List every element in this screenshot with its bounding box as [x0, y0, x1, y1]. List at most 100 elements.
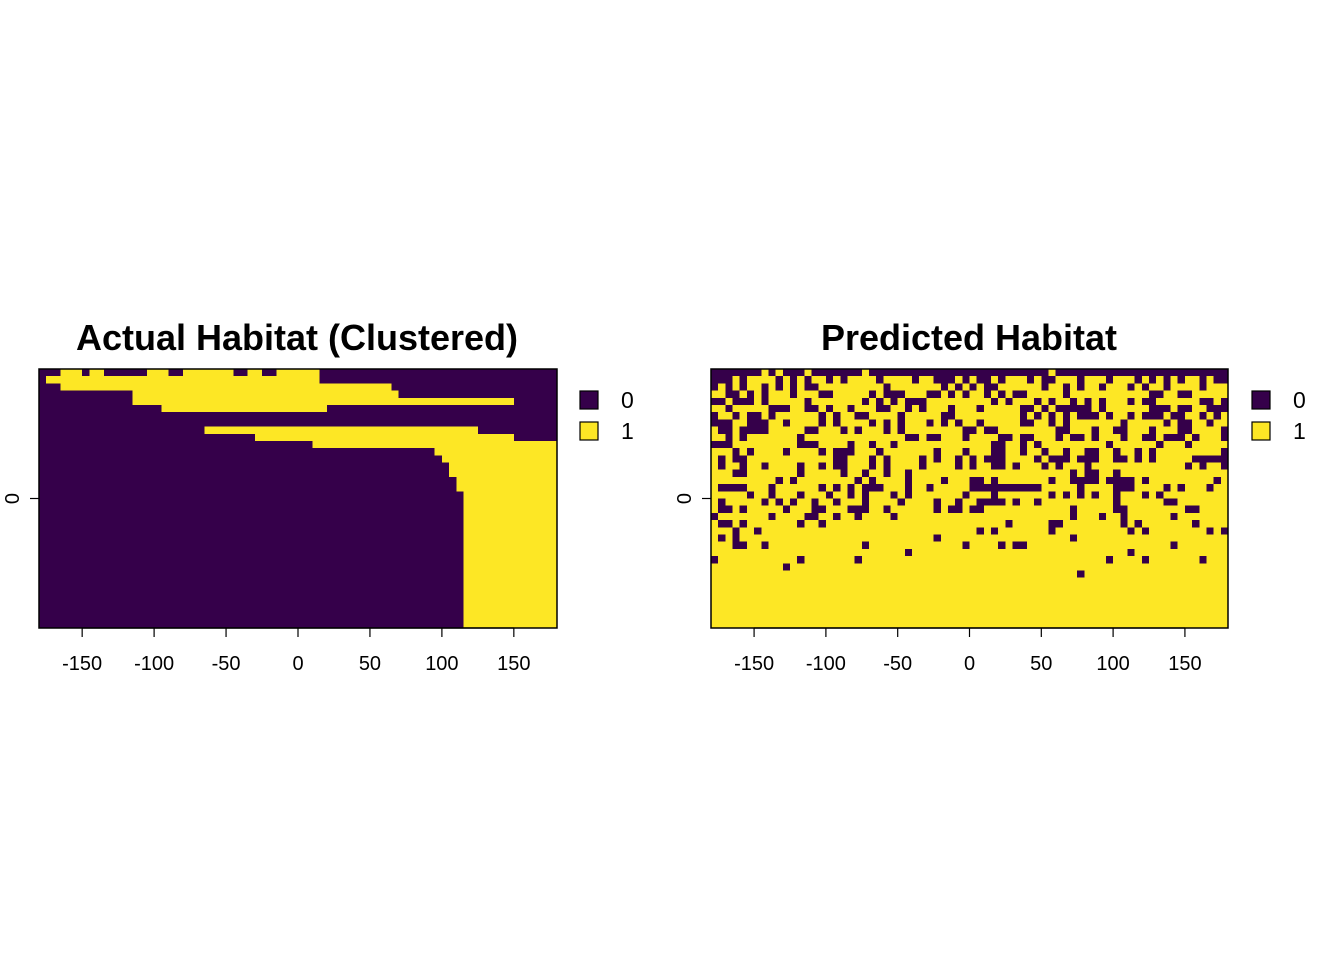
raster-cell-run-0 — [883, 462, 891, 471]
raster-cell-run-0 — [1177, 426, 1193, 435]
raster-cell-run-0 — [782, 505, 791, 514]
raster-cell-run-1 — [789, 448, 820, 456]
y-axis: 0 — [674, 493, 711, 504]
raster-cell-run-1 — [463, 592, 558, 600]
raster-cell-run-1 — [876, 419, 884, 427]
raster-cell-run-0 — [854, 426, 863, 435]
raster-cell-run-1 — [1141, 520, 1193, 528]
raster-cell-run-1 — [456, 476, 558, 485]
raster-cell-run-1 — [768, 426, 805, 435]
raster-cell-run-0 — [39, 397, 133, 406]
raster-cell-run-0 — [811, 505, 827, 514]
raster-cell-run-1 — [463, 577, 558, 586]
raster-cell-run-1 — [1120, 469, 1229, 478]
raster-cell-run-0 — [761, 462, 769, 471]
raster-cell-run-1 — [861, 556, 1107, 564]
raster-cell-run-1 — [463, 584, 558, 593]
raster-cell-run-1 — [711, 592, 1229, 600]
raster-cell-run-1 — [768, 462, 798, 471]
raster-cell-run-0 — [847, 484, 856, 492]
raster-cell-run-1 — [768, 397, 805, 406]
raster-cell-run-0 — [39, 369, 61, 377]
raster-cell-run-1 — [962, 419, 978, 427]
raster-cell-run-0 — [933, 448, 942, 456]
raster-cell-run-0 — [840, 469, 848, 478]
raster-cell-run-1 — [890, 455, 920, 463]
raster-cell-run-1 — [897, 491, 906, 499]
raster-cell-run-1 — [847, 462, 870, 471]
raster-cell-run-0 — [955, 498, 963, 507]
raster-cell-run-0 — [904, 491, 913, 499]
raster-cell-run-1 — [933, 484, 970, 492]
raster-cell-run-1 — [463, 548, 558, 557]
raster-cell-run-0 — [39, 620, 464, 629]
raster-cell-run-1 — [1026, 390, 1064, 399]
raster-cell-run-0 — [969, 476, 985, 485]
raster-cell-run-0 — [883, 426, 891, 435]
raster-cell-run-1 — [1113, 376, 1136, 384]
raster-cell-run-1 — [904, 498, 934, 507]
raster-cell-run-1 — [463, 613, 558, 622]
raster-cell-run-0 — [991, 440, 1006, 449]
raster-cell-run-0 — [1005, 397, 1013, 406]
raster-cell-run-1 — [1199, 520, 1229, 528]
raster-cell-run-1 — [711, 498, 719, 507]
raster-cell-run-1 — [711, 584, 1229, 593]
raster-cell-run-0 — [1113, 498, 1121, 507]
raster-cell-run-1 — [1163, 390, 1179, 399]
raster-cell-run-1 — [718, 556, 798, 564]
raster-cell-run-0 — [754, 527, 762, 535]
raster-cell-run-1 — [840, 498, 863, 507]
raster-cell-run-1 — [1070, 419, 1121, 427]
raster-cell-run-0 — [1091, 491, 1100, 499]
x-tick-label: 150 — [497, 653, 530, 675]
raster-cell-run-0 — [1048, 419, 1057, 427]
raster-cell-run-0 — [1062, 383, 1071, 391]
raster-cell-run-1 — [711, 613, 1229, 622]
raster-cell-run-1 — [912, 484, 927, 492]
raster-cell-run-1 — [746, 541, 762, 550]
raster-cell-run-0 — [804, 376, 812, 384]
raster-cell-run-0 — [1127, 548, 1136, 557]
y-axis: 0 — [2, 493, 39, 504]
raster-cell-run-0 — [746, 412, 762, 420]
raster-cell-run-1 — [955, 404, 978, 413]
raster-cell-run-0 — [1091, 433, 1100, 442]
raster-cell-run-0 — [912, 376, 920, 384]
raster-cell-run-1 — [1192, 390, 1229, 399]
raster-cell-run-1 — [1048, 462, 1057, 471]
raster-cell-run-0 — [1098, 404, 1107, 413]
raster-cell-run-1 — [775, 491, 798, 499]
raster-cell-run-1 — [711, 462, 719, 471]
chart-panel-1: Actual Habitat (Clustered) -150 -100 -50 0 50… — [2, 317, 634, 675]
raster-cell-run-0 — [933, 376, 956, 384]
raster-cell-run-1 — [1127, 455, 1136, 463]
raster-cell-run-0 — [811, 369, 863, 377]
raster-cell-run-0 — [847, 491, 856, 499]
raster-cell-run-0 — [847, 440, 856, 449]
raster-cell-run-0 — [1062, 448, 1071, 456]
raster-cell-run-1 — [1070, 491, 1078, 499]
raster-cell-run-1 — [797, 383, 805, 391]
raster-cell-run-0 — [904, 476, 913, 485]
raster-cell-run-0 — [1163, 484, 1171, 492]
raster-cell-run-1 — [1120, 491, 1143, 499]
raster-cell-run-1 — [969, 390, 985, 399]
x-tick-label: -150 — [62, 653, 102, 675]
raster-cell-run-1 — [1105, 383, 1128, 391]
raster-cell-run-1 — [746, 505, 784, 514]
raster-cell-run-0 — [1184, 505, 1200, 514]
raster-cell-run-0 — [1098, 383, 1107, 391]
raster-cell-run-0 — [39, 462, 450, 471]
raster-cell-run-0 — [711, 512, 719, 521]
raster-cell-run-1 — [1084, 484, 1114, 492]
raster-cell-run-1 — [868, 412, 899, 420]
raster-cell-run-0 — [818, 462, 827, 471]
raster-cell-run-0 — [39, 592, 464, 600]
raster-cell-run-0 — [1156, 491, 1164, 499]
raster-cell-run-1 — [811, 397, 863, 406]
raster-cell-run-1 — [463, 563, 558, 571]
raster-cell-run-1 — [739, 412, 748, 420]
raster-cell-run-1 — [711, 577, 1229, 586]
